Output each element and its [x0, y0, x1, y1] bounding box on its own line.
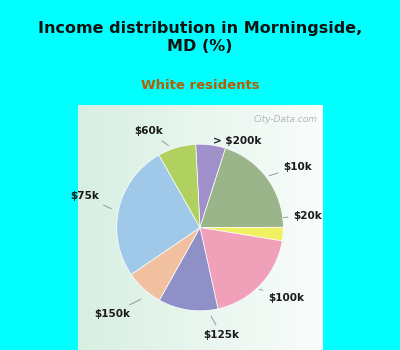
Text: $150k: $150k	[94, 299, 141, 319]
Wedge shape	[196, 144, 226, 228]
Wedge shape	[159, 228, 218, 311]
Text: $60k: $60k	[135, 126, 168, 146]
Text: Income distribution in Morningside,
MD (%): Income distribution in Morningside, MD (…	[38, 21, 362, 54]
Wedge shape	[159, 144, 200, 228]
Wedge shape	[200, 227, 283, 241]
Text: $100k: $100k	[260, 289, 304, 303]
Text: City-Data.com: City-Data.com	[254, 115, 318, 124]
Text: White residents: White residents	[141, 79, 259, 92]
Wedge shape	[131, 228, 200, 300]
Text: > $200k: > $200k	[213, 136, 262, 155]
Wedge shape	[117, 155, 200, 274]
Text: $20k: $20k	[283, 211, 322, 221]
Text: $75k: $75k	[70, 191, 111, 209]
Text: $125k: $125k	[204, 316, 240, 340]
Wedge shape	[200, 228, 282, 309]
Wedge shape	[200, 148, 283, 228]
Text: $10k: $10k	[269, 162, 312, 176]
